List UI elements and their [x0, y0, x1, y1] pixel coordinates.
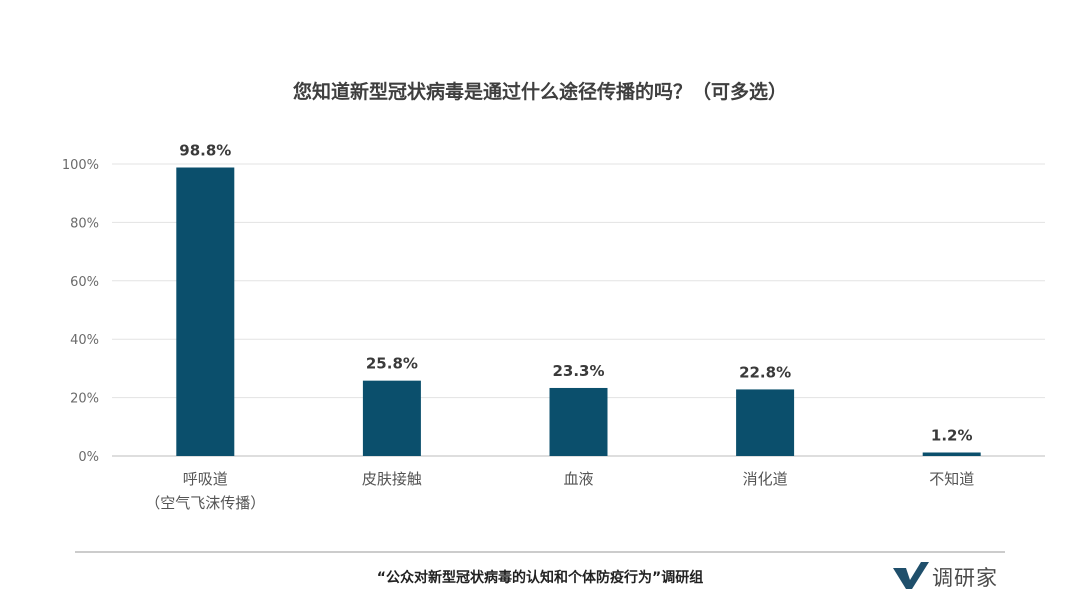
y-tick-label: 40% [70, 333, 99, 348]
y-tick-label: 20% [70, 392, 99, 407]
chart-title: 您知道新型冠状病毒是通过什么途径传播的吗？（可多选） [293, 80, 787, 103]
category-label: （空气飞沫传播） [145, 494, 265, 512]
category-label: 皮肤接触 [362, 470, 422, 488]
category-labels: 呼吸道 （空气飞沫传播） 皮肤接触 血液 消化道 不知道 [145, 470, 974, 512]
bar [362, 380, 421, 456]
bars [176, 167, 981, 456]
category-label: 不知道 [929, 470, 974, 488]
category-label: 消化道 [743, 470, 788, 488]
bar [549, 387, 608, 456]
logo: 调研家 [893, 562, 998, 590]
y-tick-label: 80% [70, 216, 99, 231]
logo-text: 调研家 [932, 566, 998, 590]
value-label: 1.2% [931, 426, 973, 444]
footer-source: “公众对新型冠状病毒的认知和个体防疫行为”调研组 [377, 569, 703, 586]
gridlines [112, 163, 1045, 457]
value-label: 98.8% [179, 142, 231, 160]
value-label: 22.8% [739, 363, 791, 381]
y-tick-label: 100% [62, 158, 99, 173]
category-label: 血液 [563, 470, 593, 488]
y-axis-ticks: 0% 20% 40% 60% 80% 100% [62, 158, 99, 465]
y-tick-label: 0% [78, 450, 99, 465]
bar [736, 389, 795, 456]
value-label: 25.8% [366, 355, 418, 373]
value-labels: 98.8% 25.8% 23.3% 22.8% 1.2% [179, 142, 972, 445]
bar [922, 452, 981, 456]
value-label: 23.3% [552, 362, 604, 380]
y-tick-label: 60% [70, 275, 99, 290]
category-label: 呼吸道 [183, 470, 228, 488]
logo-check-icon [893, 562, 929, 589]
bar [176, 167, 235, 456]
